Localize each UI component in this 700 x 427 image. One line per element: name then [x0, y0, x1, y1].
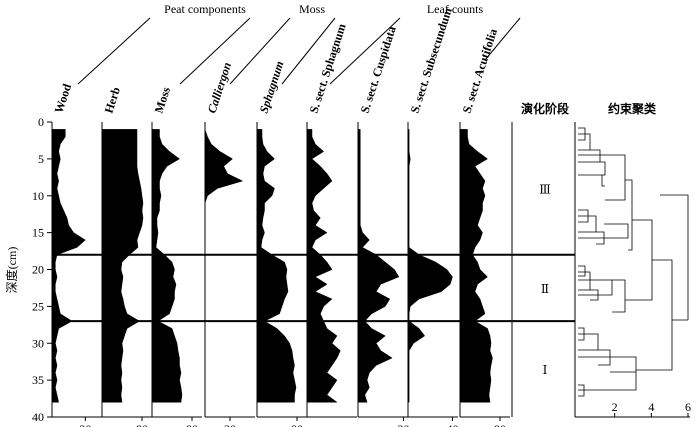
y-tick-label: 5 — [38, 152, 44, 166]
panel-label: S. sect. Acutifolia — [460, 27, 501, 115]
profile-area — [51, 129, 86, 403]
y-tick-label: 30 — [32, 336, 44, 350]
y-tick-label: 15 — [32, 226, 44, 240]
dendrogram — [578, 127, 689, 397]
y-axis-label: 深度(cm) — [4, 247, 19, 294]
zone-label: Ⅰ — [543, 363, 548, 377]
y-tick-label: 40 — [32, 410, 44, 424]
y-tick-label: 0 — [38, 115, 44, 129]
profile-area — [151, 129, 183, 403]
panel-label: S. sect. Subsecundum — [408, 6, 455, 115]
x-tick-label: 80 — [291, 422, 303, 427]
y-tick-label: 10 — [32, 189, 44, 203]
profile-area — [306, 129, 341, 403]
panel-label: Sphagnum — [257, 59, 287, 115]
profile-area — [256, 129, 297, 403]
profile-area — [407, 129, 453, 403]
zone-title: 演化阶段 — [521, 101, 570, 116]
profile-area — [204, 129, 244, 403]
cluster-tick-label: 2 — [612, 400, 618, 414]
x-tick-label: 20 — [397, 422, 409, 427]
group-label: Moss — [299, 2, 325, 16]
cluster-title: 约束聚类 — [608, 101, 657, 116]
x-tick-label: 80 — [136, 422, 148, 427]
profile-area — [459, 129, 493, 403]
profile-area — [357, 129, 400, 403]
panel-label: S. sect. Sphagnum — [307, 22, 349, 115]
zone-label: Ⅱ — [541, 282, 549, 296]
panel-label: Moss — [152, 85, 174, 115]
x-tick-label: 80 — [186, 422, 198, 427]
x-tick-label: 20 — [79, 422, 91, 427]
panel-label: Calliergon — [205, 60, 235, 115]
y-tick-label: 25 — [32, 299, 44, 313]
group-label: Leaf counts — [427, 2, 484, 16]
cluster-tick-label: 6 — [685, 400, 691, 414]
cluster-tick-label: 4 — [648, 400, 654, 414]
x-tick-label: 40 — [446, 422, 458, 427]
group-leaders — [77, 17, 521, 85]
panel-label: Wood — [52, 82, 75, 115]
panel-label: Herb — [102, 85, 124, 115]
y-tick-label: 20 — [32, 263, 44, 277]
zone-label: Ⅲ — [539, 182, 551, 196]
group-label: Peat components — [164, 2, 246, 16]
x-tick-label: 20 — [224, 422, 236, 427]
profile-area — [101, 129, 144, 403]
y-tick-label: 35 — [32, 373, 44, 387]
x-tick-label: 80 — [494, 422, 506, 427]
